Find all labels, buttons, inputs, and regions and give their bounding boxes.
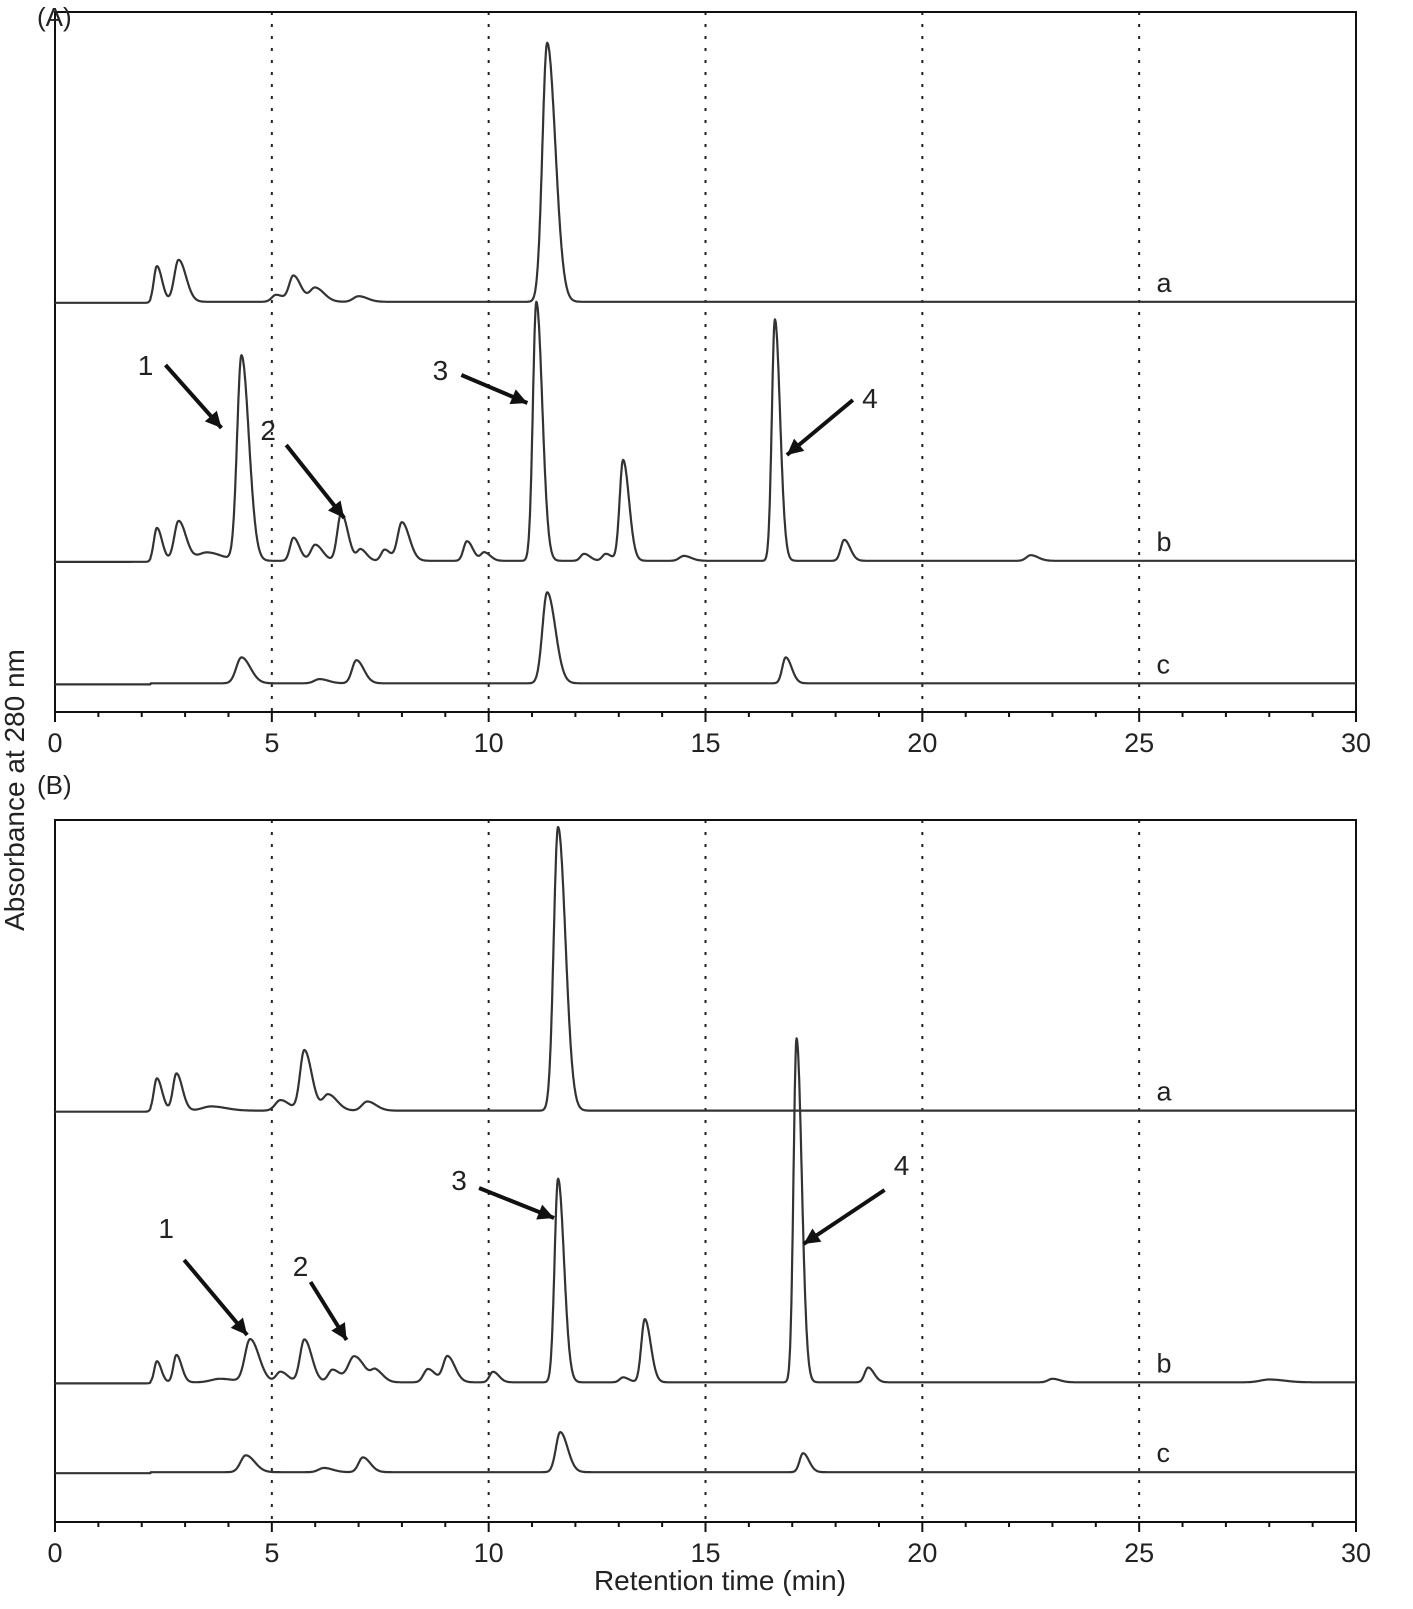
trace-label-a: a <box>1157 1077 1173 1107</box>
x-tick-label: 5 <box>264 1538 279 1568</box>
trace-a <box>54 825 1357 1113</box>
arrowhead-icon <box>204 410 222 428</box>
arrowhead-icon <box>331 1322 347 1340</box>
x-tick-label: 30 <box>1341 1538 1371 1568</box>
x-axis-title: Retention time (min) <box>594 1565 846 1596</box>
trace-b <box>54 1037 1357 1385</box>
arrowhead-icon <box>803 1228 822 1244</box>
peak-annotation-label: 4 <box>862 383 878 414</box>
x-tick-label: 15 <box>690 1538 720 1568</box>
x-tick-label: 25 <box>1124 1538 1154 1568</box>
trace-label-b: b <box>1157 1348 1172 1378</box>
trace-b <box>54 300 1357 563</box>
peak-annotation-label: 1 <box>158 1213 174 1244</box>
panel-label: (A) <box>37 2 72 32</box>
x-tick-label: 25 <box>1124 728 1154 758</box>
panel-label: (B) <box>37 770 72 800</box>
arrowhead-icon <box>509 389 528 405</box>
arrowhead-icon <box>536 1204 555 1220</box>
arrowhead-icon <box>230 1317 248 1335</box>
x-tick-label: 20 <box>907 728 937 758</box>
peak-annotation-label: 2 <box>293 1251 309 1282</box>
x-tick-label: 30 <box>1341 728 1371 758</box>
x-tick-label: 5 <box>264 728 279 758</box>
trace-label-b: b <box>1157 527 1172 557</box>
peak-annotation-label: 1 <box>138 350 154 381</box>
trace-label-c: c <box>1157 649 1171 679</box>
peak-annotation-label: 3 <box>451 1165 467 1196</box>
peak-annotation-label: 4 <box>894 1150 910 1181</box>
peak-annotation-label: 2 <box>260 415 276 446</box>
trace-c <box>54 1431 1357 1475</box>
x-tick-label: 10 <box>474 728 504 758</box>
x-tick-label: 10 <box>474 1538 504 1568</box>
annotation-arrow <box>182 1258 249 1337</box>
x-tick-label: 20 <box>907 1538 937 1568</box>
x-tick-label: 0 <box>47 1538 62 1568</box>
x-tick-label: 0 <box>47 728 62 758</box>
trace-a <box>54 41 1357 304</box>
trace-label-a: a <box>1157 268 1173 298</box>
annotation-arrow <box>802 1188 886 1246</box>
arrowhead-icon <box>328 500 345 518</box>
panel-b: 0 5 10 15 20 25 30 (B) a b c 1 2 3 4 <box>37 770 1371 1568</box>
peak-annotation-label: 3 <box>433 355 449 386</box>
x-tick-label: 15 <box>690 728 720 758</box>
panel-a: 0 5 10 15 20 25 30 (A) a b c 1 2 3 4 <box>37 2 1371 758</box>
trace-label-c: c <box>1157 1438 1171 1468</box>
trace-c <box>54 591 1357 686</box>
arrowhead-icon <box>786 438 805 455</box>
y-axis-title: Absorbance at 280 nm <box>0 649 30 931</box>
